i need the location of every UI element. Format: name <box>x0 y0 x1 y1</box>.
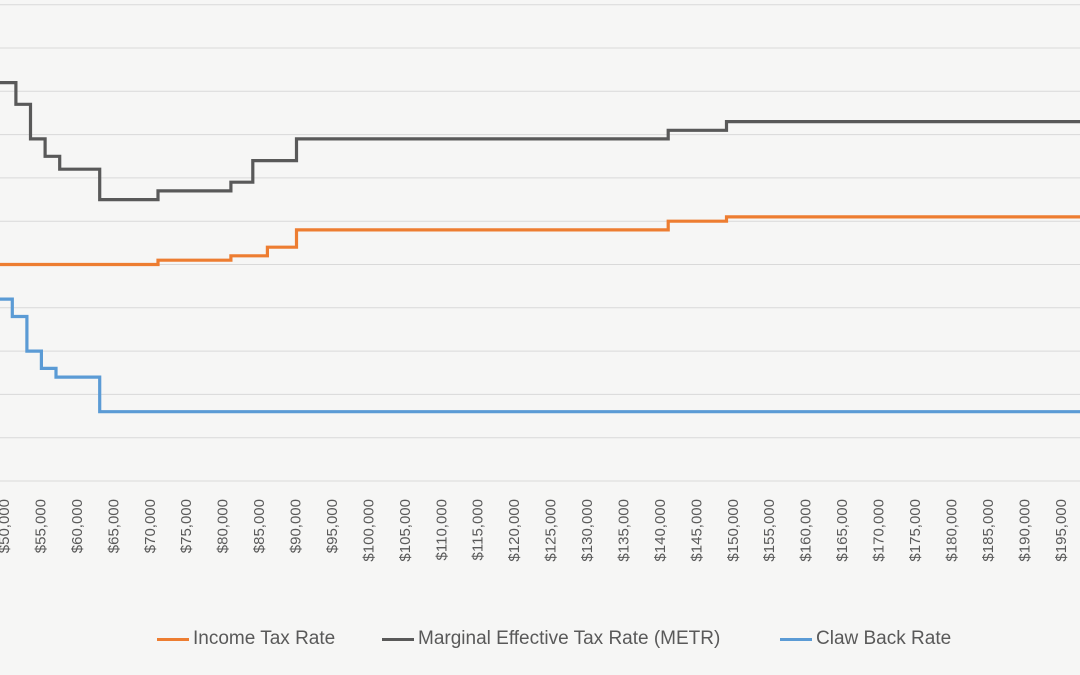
x-tick-label: $195,000 <box>1053 499 1070 562</box>
x-tick-label: $170,000 <box>871 499 888 562</box>
series-line-claw-back-rate <box>0 297 1080 414</box>
legend: Income Tax Rate Marginal Effective Tax R… <box>0 626 1080 652</box>
x-axis-tick-labels: $50,000 $55,000 $60,000 $65,000 $70,000 $75,0… <box>0 499 1070 562</box>
x-tick-label: $185,000 <box>980 499 997 562</box>
legend-label-income-tax-rate: Income Tax Rate <box>193 628 336 649</box>
x-tick-label: $120,000 <box>506 499 523 562</box>
x-tick-label: $50,000 <box>0 499 13 553</box>
x-tick-label: $85,000 <box>251 499 268 553</box>
legend-label-claw-back-rate: Claw Back Rate <box>816 628 952 649</box>
x-tick-label: $140,000 <box>652 499 669 562</box>
gridlines <box>0 4 1080 482</box>
x-tick-label: $100,000 <box>360 499 377 562</box>
x-tick-label: $175,000 <box>907 499 924 562</box>
x-tick-label: $125,000 <box>543 499 560 562</box>
x-tick-label: $150,000 <box>725 499 742 562</box>
x-tick-label: $155,000 <box>761 499 778 562</box>
x-tick-label: $110,000 <box>433 499 450 560</box>
x-tick-label: $190,000 <box>1016 499 1033 562</box>
x-tick-label: $105,000 <box>397 499 414 562</box>
x-tick-label: $180,000 <box>943 499 960 562</box>
x-tick-label: $160,000 <box>798 499 815 562</box>
legend-item-claw-back-rate: Claw Back Rate <box>780 626 951 652</box>
legend-swatch-metr <box>382 637 414 641</box>
x-tick-label: $130,000 <box>579 499 596 562</box>
legend-item-metr: Marginal Effective Tax Rate (METR) <box>382 626 720 652</box>
series-line-income-tax-rate <box>0 215 1080 267</box>
x-tick-label: $115,000 <box>470 499 487 560</box>
x-tick-label: $80,000 <box>215 499 232 553</box>
x-tick-label: $65,000 <box>105 499 122 553</box>
legend-item-income-tax-rate: Income Tax Rate <box>157 626 335 652</box>
series-lines <box>0 80 1080 414</box>
x-tick-label: $75,000 <box>178 499 195 553</box>
x-tick-label: $165,000 <box>834 499 851 562</box>
x-tick-label: $70,000 <box>142 499 159 553</box>
x-tick-label: $55,000 <box>32 499 49 553</box>
legend-label-metr: Marginal Effective Tax Rate (METR) <box>418 628 721 649</box>
legend-swatch-claw-back-rate <box>780 637 812 641</box>
series-line-marginal-effective-tax-rate-metr <box>0 80 1080 202</box>
x-tick-label: $145,000 <box>688 499 705 562</box>
x-tick-label: $60,000 <box>69 499 86 553</box>
x-tick-label: $135,000 <box>616 499 633 562</box>
legend-swatch-income-tax-rate <box>157 637 189 641</box>
x-tick-label: $90,000 <box>288 499 305 553</box>
x-tick-label: $95,000 <box>324 499 341 553</box>
